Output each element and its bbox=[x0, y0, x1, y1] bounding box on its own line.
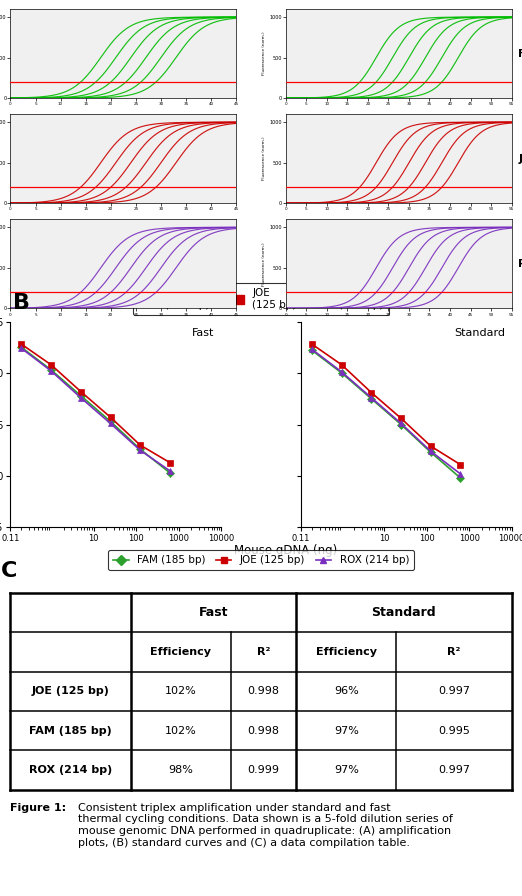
Legend: FAM (185 bp), JOE (125 bp), ROX (214 bp): FAM (185 bp), JOE (125 bp), ROX (214 bp) bbox=[108, 550, 414, 571]
Text: JOE (125 bp): JOE (125 bp) bbox=[32, 686, 110, 696]
Y-axis label: Fluorescence (norm.): Fluorescence (norm.) bbox=[263, 31, 266, 75]
Text: 0.999: 0.999 bbox=[247, 765, 279, 775]
Text: Mouse gDNA (ng): Mouse gDNA (ng) bbox=[234, 544, 338, 557]
Y-axis label: Fluorescence (norm.): Fluorescence (norm.) bbox=[263, 137, 266, 180]
Text: FAM: FAM bbox=[518, 48, 522, 58]
Text: Figure 1:: Figure 1: bbox=[10, 803, 67, 813]
Text: Consistent triplex amplification under standard and fast
thermal cycling conditi: Consistent triplex amplification under s… bbox=[78, 803, 453, 848]
Text: Fast: Fast bbox=[192, 328, 215, 338]
Text: 0.995: 0.995 bbox=[438, 726, 470, 736]
Text: 0.998: 0.998 bbox=[247, 726, 279, 736]
Text: JOE: JOE bbox=[518, 154, 522, 164]
Text: 0.997: 0.997 bbox=[438, 765, 470, 775]
Text: A: A bbox=[16, 12, 33, 32]
Text: Standard: Standard bbox=[372, 607, 436, 619]
Text: 0.998: 0.998 bbox=[247, 686, 279, 696]
Text: R²: R² bbox=[257, 647, 270, 657]
Text: Fast: Fast bbox=[199, 607, 228, 619]
Text: Standard: Standard bbox=[454, 328, 505, 338]
Text: Fast cycling
(24 min): Fast cycling (24 min) bbox=[124, 12, 207, 40]
Text: ROX (214 bp): ROX (214 bp) bbox=[29, 765, 112, 775]
Text: 98%: 98% bbox=[169, 765, 193, 775]
Text: FAM (185 bp): FAM (185 bp) bbox=[29, 726, 112, 736]
Text: 0.997: 0.997 bbox=[438, 686, 470, 696]
Legend: FAM
(185 bp), JOE
(125 bp), ROX
(214 bp): FAM (185 bp), JOE (125 bp), ROX (214 bp) bbox=[133, 283, 389, 315]
Text: 97%: 97% bbox=[334, 765, 359, 775]
Text: C: C bbox=[1, 562, 17, 582]
Text: Efficiency: Efficiency bbox=[316, 647, 377, 657]
Text: 102%: 102% bbox=[165, 686, 197, 696]
Text: B: B bbox=[13, 293, 30, 314]
Text: 102%: 102% bbox=[165, 726, 197, 736]
Text: 97%: 97% bbox=[334, 726, 359, 736]
Text: R²: R² bbox=[447, 647, 460, 657]
Text: Standard cycling
(1h and 26 min): Standard cycling (1h and 26 min) bbox=[337, 12, 455, 40]
Text: Efficiency: Efficiency bbox=[150, 647, 211, 657]
Y-axis label: Fluorescence (norm.): Fluorescence (norm.) bbox=[263, 242, 266, 286]
Text: 96%: 96% bbox=[334, 686, 359, 696]
Text: ROX: ROX bbox=[518, 259, 522, 269]
